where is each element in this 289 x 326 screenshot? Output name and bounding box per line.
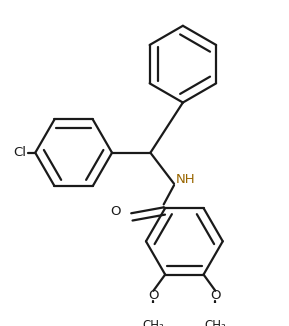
Text: CH₃: CH₃ [142, 319, 164, 326]
Text: O: O [110, 205, 121, 218]
Text: NH: NH [175, 173, 195, 186]
Text: O: O [210, 289, 221, 302]
Text: O: O [148, 289, 159, 302]
Text: CH₃: CH₃ [205, 319, 226, 326]
Text: Cl: Cl [13, 146, 26, 159]
